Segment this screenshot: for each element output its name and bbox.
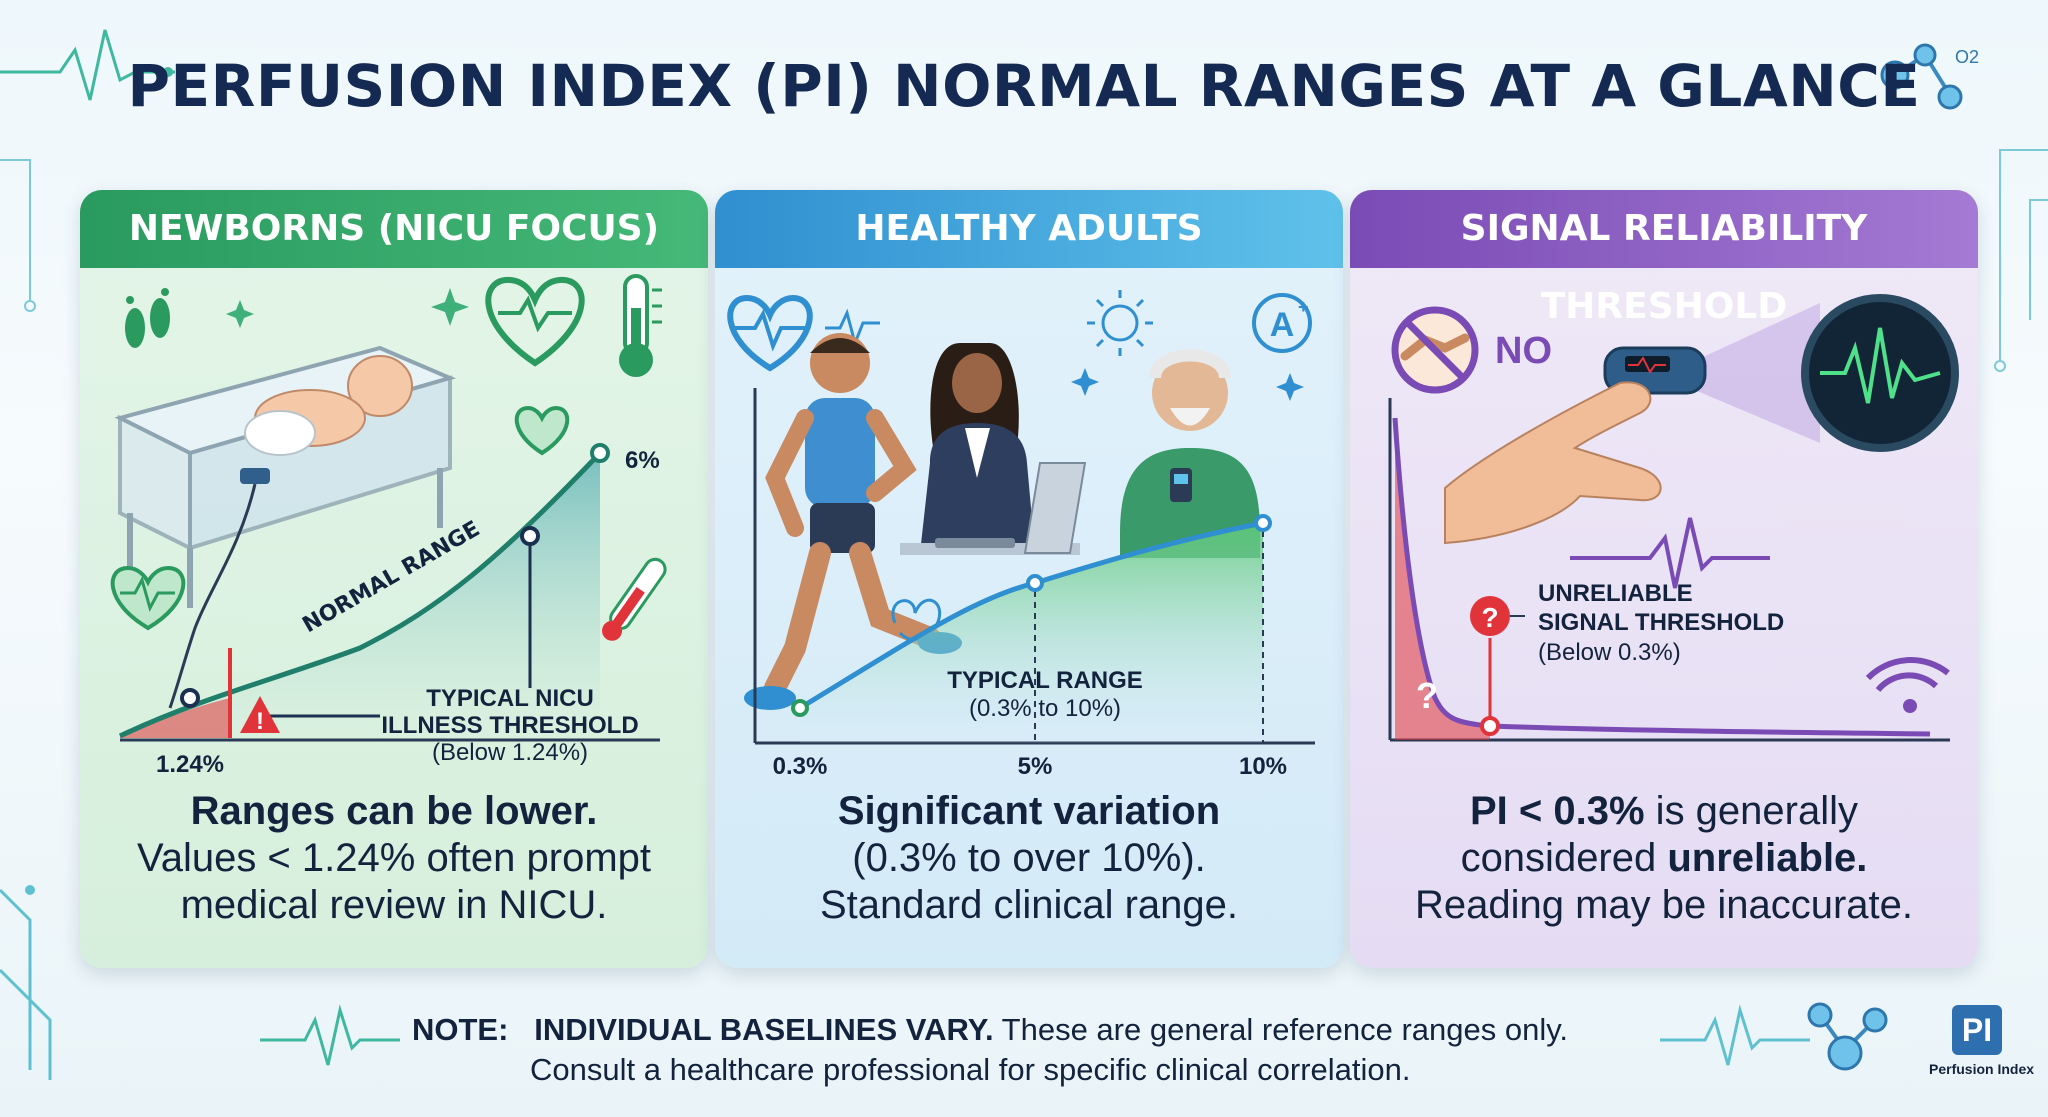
- range-note: (0.3% to 10%): [969, 695, 1121, 722]
- footprints-icon: [125, 288, 170, 348]
- heart-pulse-icon: [727, 294, 813, 372]
- panel-summary: Ranges can be lower. Values < 1.24% ofte…: [80, 788, 708, 929]
- wifi-icon: [1865, 657, 1950, 713]
- question-mark-icon: ?: [1416, 675, 1438, 716]
- svg-text:A: A: [1270, 306, 1295, 344]
- threshold-note: (Below 0.3%): [1538, 639, 1681, 666]
- sparkle-icon: [1071, 368, 1099, 396]
- low-zone-area: [1395, 418, 1490, 740]
- summary-line-1-rest: is generally: [1644, 789, 1858, 833]
- curve-point: [791, 699, 809, 717]
- panel-heading: SIGNAL RELIABILITY THRESHOLD: [1350, 190, 1978, 327]
- summary-line-2: (0.3% to over 10%).: [852, 836, 1206, 880]
- range-fill-area: [800, 523, 1263, 743]
- threshold-point: [1480, 716, 1500, 736]
- tick-label: 10%: [1239, 753, 1287, 780]
- threshold-title-1: UNRELIABLE: [1538, 580, 1693, 607]
- svg-text:+: +: [1298, 297, 1309, 317]
- o2-molecule-bottom-icon: [1807, 1002, 1888, 1071]
- o2-label: O2: [1955, 47, 1979, 67]
- heart-pulse-icon: [485, 276, 585, 367]
- newborn-illustration: ! NORMAL RANGE 6% TYPICAL NICU ILLNESS T…: [110, 274, 667, 778]
- no-handshake-icon: [1391, 306, 1479, 394]
- tick-label: 5%: [1018, 753, 1053, 780]
- summary-bold: Ranges can be lower.: [190, 789, 598, 833]
- svg-text:!: !: [256, 708, 264, 735]
- threshold-title-2: SIGNAL THRESHOLD: [1538, 609, 1784, 636]
- panel-healthy-adults: HEALTHY ADULTS A +: [715, 190, 1343, 968]
- summary-bold: Significant variation: [837, 789, 1221, 833]
- curve-point: [1254, 514, 1272, 532]
- sparkle-icon: [1276, 373, 1304, 401]
- thermometer-icon: [619, 274, 662, 377]
- sparkle-icon: [226, 300, 254, 328]
- threshold-note: (Below 1.24%): [432, 739, 588, 766]
- a-plus-icon: A +: [1252, 293, 1312, 353]
- o2-molecule-top-icon: O2: [1880, 43, 1979, 110]
- threshold-title-1: TYPICAL NICU: [426, 685, 594, 712]
- waveform-monitor-icon: [1801, 294, 1959, 452]
- heart-icon: [514, 405, 570, 456]
- summary-line-3: Reading may be inaccurate.: [1414, 883, 1914, 927]
- summary-line-3: medical review in NICU.: [180, 883, 608, 927]
- range-title: TYPICAL RANGE: [947, 667, 1143, 694]
- warning-icon: !: [240, 696, 280, 735]
- circuit-decoration-bottom-left-icon: [0, 885, 52, 1080]
- sparkle-icon: [431, 288, 469, 326]
- question-icon: ?: [1470, 596, 1510, 636]
- signal-illustration: NO ? ? UNRELI: [1388, 294, 1959, 742]
- threshold-point: [180, 688, 200, 708]
- heartbeat-decoration-bottom-right-icon: [1660, 1004, 1810, 1066]
- summary-line-3: Standard clinical range.: [819, 883, 1239, 927]
- panel-signal-reliability: SIGNAL RELIABILITY THRESHOLD NO: [1350, 190, 1978, 968]
- threshold-title-2: ILLNESS THRESHOLD: [381, 712, 638, 739]
- pi-curve: [1392, 417, 1931, 737]
- panel-heading: HEALTHY ADULTS: [715, 190, 1343, 268]
- note-label: NOTE:: [412, 1012, 509, 1047]
- axis-value-label: 1.24%: [156, 751, 224, 778]
- curve-point: [1026, 574, 1044, 592]
- summary-bold-2: unreliable.: [1667, 836, 1868, 880]
- circuit-decoration-right-icon: [1994, 149, 2048, 372]
- note-bold: INDIVIDUAL BASELINES VARY.: [534, 1012, 994, 1047]
- thermometer-icon: [602, 557, 667, 641]
- range-fill-area: [120, 453, 600, 738]
- circuit-decoration-left-icon: [0, 159, 36, 312]
- panel-newborns: NEWBORNS (NICU FOCUS): [80, 190, 708, 968]
- svg-text:?: ?: [1481, 602, 1498, 633]
- pi-logo: PI Perfusion Index: [1929, 1005, 2035, 1077]
- top-value-label: 6%: [625, 447, 660, 474]
- heartbeat-decoration-left-icon: [0, 29, 175, 101]
- office-worker-icon: [900, 343, 1087, 555]
- curve-point: [590, 443, 610, 463]
- page-title: PERFUSION INDEX (PI) NORMAL RANGES AT A …: [127, 52, 1921, 120]
- pulse-line-icon: [825, 308, 880, 348]
- pi-logo-caption: Perfusion Index: [1929, 1061, 2035, 1077]
- heart-pulse-icon: [110, 565, 186, 631]
- curve-point: [520, 526, 540, 546]
- summary-line-2-lead: considered: [1460, 836, 1668, 880]
- note-line-2: Consult a healthcare professional for sp…: [530, 1052, 1411, 1087]
- panel-summary: PI < 0.3% is generally considered unreli…: [1350, 788, 1978, 929]
- low-zone-area: [120, 698, 230, 738]
- adults-illustration: A +: [727, 290, 1315, 780]
- incubator-icon: [114, 345, 456, 709]
- no-label: NO: [1495, 330, 1552, 372]
- pulse-line-icon: [1570, 517, 1770, 589]
- summary-bold: PI < 0.3%: [1470, 789, 1645, 833]
- finger-illustration: [1444, 381, 1662, 545]
- summary-line-2: Values < 1.24% often prompt: [136, 836, 652, 880]
- runner-icon: [744, 333, 962, 710]
- heartbeat-decoration-bottom-icon: [260, 1004, 400, 1066]
- panel-heading: NEWBORNS (NICU FOCUS): [80, 190, 708, 268]
- note-rest: These are general reference ranges only.: [993, 1012, 1569, 1047]
- sun-icon: [1087, 290, 1153, 356]
- tick-label: 0.3%: [773, 753, 828, 780]
- pi-logo-mark: PI: [1952, 1005, 2002, 1055]
- footer-note: NOTE: INDIVIDUAL BASELINES VARY. These a…: [412, 1010, 1568, 1090]
- panel-summary: Significant variation (0.3% to over 10%)…: [715, 788, 1343, 929]
